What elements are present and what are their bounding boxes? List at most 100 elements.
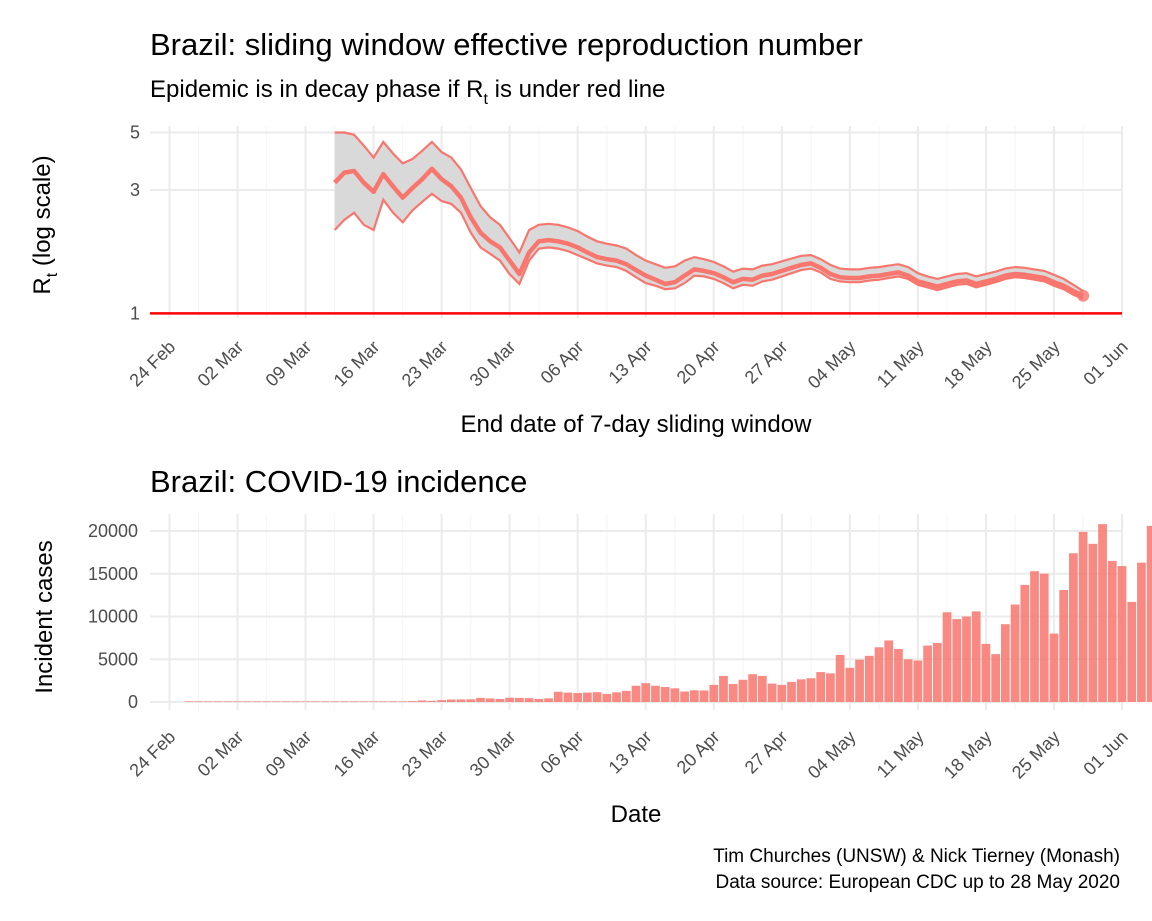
y-tick-label: 3 — [130, 180, 140, 200]
incidence-bar — [194, 701, 203, 702]
incidence-bar — [583, 692, 592, 702]
incidence-bar — [1069, 553, 1078, 702]
incidence-bar — [709, 684, 719, 702]
incidence-bar — [495, 699, 505, 702]
incidence-bar — [203, 701, 213, 702]
incidence-bars — [184, 524, 1152, 702]
x-tick-label: 11 May — [873, 727, 928, 782]
incidence-bar — [670, 688, 680, 702]
rt-lines — [150, 131, 1122, 315]
incidence-bar — [359, 701, 369, 702]
x-tick-label: 09 Mar — [262, 727, 316, 781]
incidence-x-ticks: 24 Feb 02 Mar 09 Mar 16 Mar 23 Mar 30 Mar 06 A… — [125, 727, 1131, 783]
rt-y-axis-title: Rt (log scale) — [29, 155, 61, 294]
x-tick-label: 02 Mar — [194, 337, 248, 391]
rt-y-ticks: 1 3 5 — [130, 123, 140, 324]
incidence-bar — [796, 679, 806, 702]
x-tick-label: 04 May — [804, 337, 860, 393]
x-tick-label: 09 Mar — [262, 337, 316, 391]
incidence-bar — [826, 673, 835, 702]
incidence-bar — [894, 648, 903, 702]
incidence-bar — [1078, 531, 1088, 702]
incidence-bar — [728, 684, 738, 702]
rt-ylabel-suffix: (log scale) — [29, 155, 56, 272]
incidence-bar — [1107, 560, 1117, 702]
incidence-x-axis-title: Date — [611, 801, 662, 828]
incidence-bar — [524, 698, 534, 702]
incidence-bar — [544, 698, 553, 702]
incidence-bar — [553, 691, 563, 702]
incidence-bar — [340, 701, 349, 702]
incidence-bar — [621, 690, 631, 702]
incidence-bar — [903, 659, 913, 702]
incidence-bar — [864, 655, 874, 702]
incidence-bar — [680, 691, 689, 702]
incidence-bar — [806, 678, 816, 702]
incidence-bar — [1137, 562, 1146, 702]
incidence-bar — [1010, 604, 1020, 702]
rt-chart-subtitle: Epidemic is in decay phase if Rt is unde… — [150, 76, 665, 108]
rt-chart-title: Brazil: sliding window effective reprodu… — [150, 27, 863, 62]
x-tick-label: 01 Jun — [1079, 727, 1131, 779]
x-tick-label: 23 Mar — [398, 337, 452, 391]
y-tick-label: 5 — [130, 123, 140, 143]
incidence-bar — [923, 645, 932, 702]
incidence-bar — [378, 701, 388, 702]
x-tick-label: 30 Mar — [466, 337, 520, 391]
incidence-bar — [787, 681, 796, 702]
y-tick-label: 0 — [128, 692, 138, 712]
incidence-bar — [534, 699, 544, 702]
x-tick-label: 11 May — [873, 337, 928, 392]
y-tick-label: 5000 — [98, 649, 138, 669]
rt-x-ticks: 24 Feb 02 Mar 09 Mar 16 Mar 23 Mar 30 Mar 06 A… — [125, 337, 1131, 393]
incidence-bar — [330, 701, 340, 702]
incidence-bar — [845, 667, 855, 702]
incidence-y-axis-title: Incident cases — [31, 540, 58, 693]
incidence-bar — [767, 683, 777, 702]
x-tick-label: 27 Apr — [741, 727, 792, 778]
x-tick-label: 16 Mar — [330, 727, 384, 781]
y-tick-label: 1 — [130, 303, 140, 323]
x-tick-label: 18 May — [940, 337, 996, 393]
x-tick-label: 30 Mar — [466, 727, 520, 781]
x-tick-label: 13 Apr — [605, 337, 656, 388]
latest-rt-point — [1077, 289, 1090, 302]
caption-line-1: Tim Churches (UNSW) & Nick Tierney (Mona… — [713, 846, 1120, 867]
x-tick-label: 13 Apr — [605, 727, 656, 778]
x-tick-label: 04 May — [804, 727, 860, 783]
incidence-bar — [1098, 524, 1107, 702]
incidence-bar — [398, 701, 408, 702]
incidence-bar — [291, 701, 301, 702]
incidence-bar — [971, 611, 981, 702]
rt-ribbon — [334, 132, 1084, 299]
incidence-bar — [932, 643, 942, 702]
incidence-bar — [262, 701, 272, 702]
incidence-bar — [1000, 624, 1010, 702]
incidence-bar — [1088, 543, 1098, 702]
incidence-bar — [281, 701, 291, 702]
x-tick-label: 20 Apr — [673, 727, 724, 778]
incidence-bar — [913, 660, 923, 702]
incidence-chart-title: Brazil: COVID-19 incidence — [150, 464, 527, 499]
incidence-bar — [602, 693, 612, 702]
incidence-bar — [631, 685, 641, 702]
incidence-bar — [738, 679, 748, 702]
incidence-bar — [757, 675, 767, 702]
caption-line-2: Data source: European CDC up to 28 May 2… — [715, 872, 1120, 893]
incidence-bar — [855, 659, 864, 702]
incidence-bar — [505, 697, 515, 702]
incidence-bar — [184, 701, 194, 702]
incidence-bar — [388, 701, 398, 702]
incidence-bar — [301, 701, 310, 702]
y-tick-label: 10000 — [88, 607, 138, 627]
x-tick-label: 25 May — [1008, 337, 1064, 393]
x-tick-label: 06 Apr — [537, 727, 588, 778]
incidence-bar — [349, 701, 359, 702]
incidence-bar — [884, 640, 894, 702]
x-tick-label: 23 Mar — [398, 727, 452, 781]
incidence-bar — [592, 692, 602, 702]
incidence-bar — [271, 701, 281, 702]
rt-subtitle-sub: t — [484, 91, 489, 108]
